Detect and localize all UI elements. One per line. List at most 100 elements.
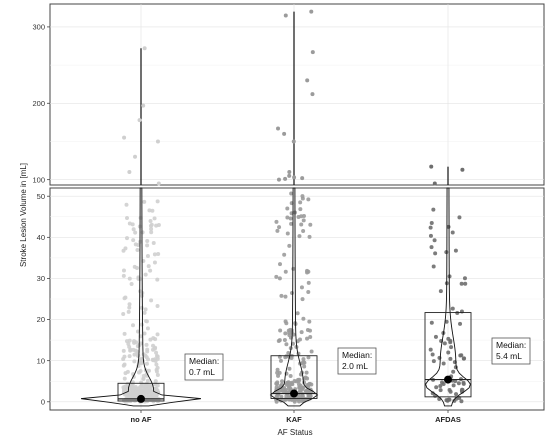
data-point — [134, 265, 139, 270]
data-point — [125, 216, 130, 221]
data-point — [287, 333, 292, 338]
data-point — [302, 360, 307, 365]
data-point — [286, 350, 291, 355]
data-point — [155, 354, 160, 359]
outlier-point — [310, 50, 315, 55]
data-point — [142, 199, 147, 204]
data-point — [126, 309, 131, 314]
data-point — [127, 302, 132, 307]
data-point — [462, 356, 467, 361]
data-point — [139, 322, 144, 327]
data-point — [441, 361, 446, 366]
data-point — [134, 392, 139, 397]
data-point — [431, 359, 436, 364]
data-point — [148, 389, 153, 394]
data-point — [450, 230, 455, 235]
data-point — [437, 355, 442, 360]
data-point — [155, 304, 160, 309]
outlier-point — [460, 167, 465, 172]
data-point — [451, 383, 456, 388]
data-point — [284, 342, 289, 347]
data-point — [149, 230, 154, 235]
data-point — [145, 347, 150, 352]
data-point — [129, 385, 134, 390]
data-point — [428, 347, 433, 352]
data-point — [140, 230, 145, 235]
data-point — [155, 277, 160, 282]
data-point — [155, 199, 160, 204]
data-point — [132, 359, 137, 364]
data-point — [152, 346, 157, 351]
data-point — [144, 355, 149, 360]
data-point — [278, 262, 282, 267]
data-point — [283, 269, 288, 274]
data-point — [143, 307, 148, 312]
data-point — [289, 191, 294, 196]
data-point — [286, 384, 291, 389]
data-point — [295, 311, 300, 316]
data-point — [444, 398, 449, 403]
data-point — [131, 227, 136, 232]
data-point — [150, 208, 155, 213]
median-label-box-3 — [491, 337, 531, 365]
data-point — [301, 357, 306, 362]
outlier-point — [137, 118, 142, 123]
data-point — [145, 326, 150, 331]
data-point — [285, 206, 290, 211]
data-point — [138, 289, 143, 294]
data-point — [307, 234, 312, 239]
y-axis-title: Stroke Lesion Volume in [mL] — [19, 163, 28, 267]
violin-2 — [269, 187, 319, 407]
data-point — [304, 370, 309, 375]
data-point — [287, 366, 292, 371]
median-label-text: Median: — [496, 340, 526, 350]
data-point — [152, 216, 157, 221]
violin-1 — [81, 187, 201, 407]
data-point — [133, 230, 138, 235]
data-point — [151, 241, 156, 246]
data-point — [147, 394, 152, 399]
data-point — [283, 355, 288, 360]
upper-panel-frame — [49, 3, 545, 186]
outlier-point — [429, 164, 434, 169]
data-point — [279, 394, 284, 399]
data-point — [135, 248, 140, 253]
data-point — [121, 348, 126, 353]
data-point — [304, 389, 309, 394]
data-point — [275, 381, 280, 386]
data-point — [430, 352, 435, 357]
data-point — [146, 264, 151, 269]
data-point — [280, 379, 285, 384]
data-point — [138, 341, 143, 346]
data-point — [152, 260, 157, 265]
outlier-point — [276, 177, 281, 182]
outlier-point — [310, 92, 315, 97]
data-point — [438, 289, 443, 294]
median-point-3 — [444, 375, 452, 384]
data-point — [153, 379, 158, 384]
data-point — [299, 222, 304, 227]
data-point — [429, 320, 434, 325]
data-point — [301, 218, 306, 223]
data-point — [301, 316, 306, 321]
data-point — [121, 363, 126, 368]
data-point — [306, 280, 311, 285]
data-point — [277, 338, 282, 343]
data-point — [305, 336, 310, 341]
data-point — [142, 331, 147, 336]
data-point — [451, 369, 456, 374]
data-point — [444, 250, 449, 255]
data-point — [121, 357, 126, 361]
outlier-point — [309, 9, 314, 14]
lower-y-tick-label: 40 — [37, 233, 45, 242]
data-point — [461, 380, 466, 385]
box-2 — [270, 355, 318, 399]
outlier-point — [156, 181, 161, 186]
data-point — [139, 305, 144, 310]
data-point — [459, 399, 464, 404]
data-point — [131, 238, 136, 243]
outlier-point — [283, 13, 288, 18]
data-point — [301, 398, 306, 403]
outlier-point — [287, 170, 292, 175]
